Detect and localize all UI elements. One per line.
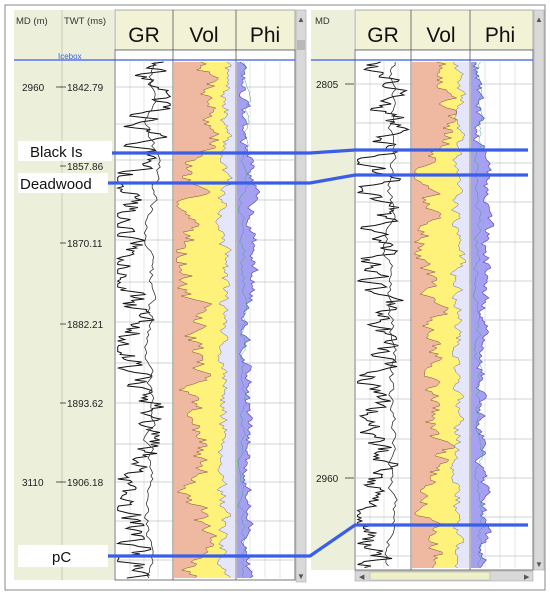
depth-label: 3110 — [22, 478, 44, 489]
scroll-left-arrow-icon[interactable]: ◀ — [359, 574, 365, 581]
scroll-right-arrow-icon[interactable]: ▶ — [524, 574, 530, 581]
scroll-up-arrow-icon[interactable]: ▲ — [535, 15, 543, 24]
right-vertical-scrollbar[interactable] — [533, 9, 545, 571]
pc-label-box — [18, 545, 108, 567]
window-frame — [4, 4, 546, 591]
black-is-label: Black Is — [30, 144, 83, 161]
black-is-top-line — [112, 148, 528, 155]
track-header-gr: GR — [128, 24, 160, 47]
time-label: 1893.62 — [67, 399, 104, 410]
pc-label: pC — [52, 549, 71, 566]
scroll-down-arrow-icon[interactable]: ▼ — [297, 572, 305, 581]
track-header-vol: Vol — [189, 24, 218, 47]
scroll-up-arrow-icon[interactable]: ▲ — [297, 15, 305, 24]
depth-label: 2960 — [22, 83, 45, 94]
time-label: 1882.21 — [67, 320, 104, 331]
right-well-panel: ▲ ▼ ◀ ▶ MD GR Vol Phi 2805 2960 — [311, 9, 545, 582]
left-scroll-thumb[interactable] — [297, 40, 305, 50]
formation-tops: Black Is Deadwood pC — [18, 141, 528, 567]
track-header-phi: Phi — [485, 24, 515, 47]
deadwood-label-box — [18, 173, 108, 193]
right-header-band — [354, 9, 534, 51]
time-label: 1857.86 — [67, 162, 104, 173]
right-h-scroll-thumb[interactable] — [369, 571, 491, 581]
black-is-label-box — [18, 141, 112, 161]
left-vertical-scrollbar[interactable] — [295, 9, 307, 583]
track-header-vol: Vol — [426, 24, 455, 47]
time-label: 1870.11 — [67, 239, 103, 250]
depth-label: 2960 — [316, 474, 339, 485]
deadwood-label: Deadwood — [20, 176, 92, 193]
scroll-down-arrow-icon[interactable]: ▼ — [535, 560, 543, 569]
time-header: TWT (ms) — [64, 16, 106, 27]
left-depth-track — [14, 10, 114, 580]
right-depth-header: MD — [315, 16, 330, 27]
time-label: 1842.79 — [67, 83, 104, 94]
track-header-phi: Phi — [250, 24, 280, 47]
depth-header: MD (m) — [16, 16, 48, 27]
left-header-band — [114, 9, 296, 51]
icebox-marker-label: Icebox — [58, 52, 82, 61]
deadwood-top-line — [107, 173, 528, 185]
left-well-panel: ▲ ▼ MD (m) TWT (ms) GR Vol Phi Icebox 29… — [14, 9, 307, 583]
right-depth-track — [311, 10, 354, 570]
track-header-gr: GR — [367, 24, 399, 47]
time-label: 1906.18 — [67, 478, 104, 489]
depth-label: 2805 — [316, 80, 339, 91]
pc-top-line — [107, 523, 528, 558]
